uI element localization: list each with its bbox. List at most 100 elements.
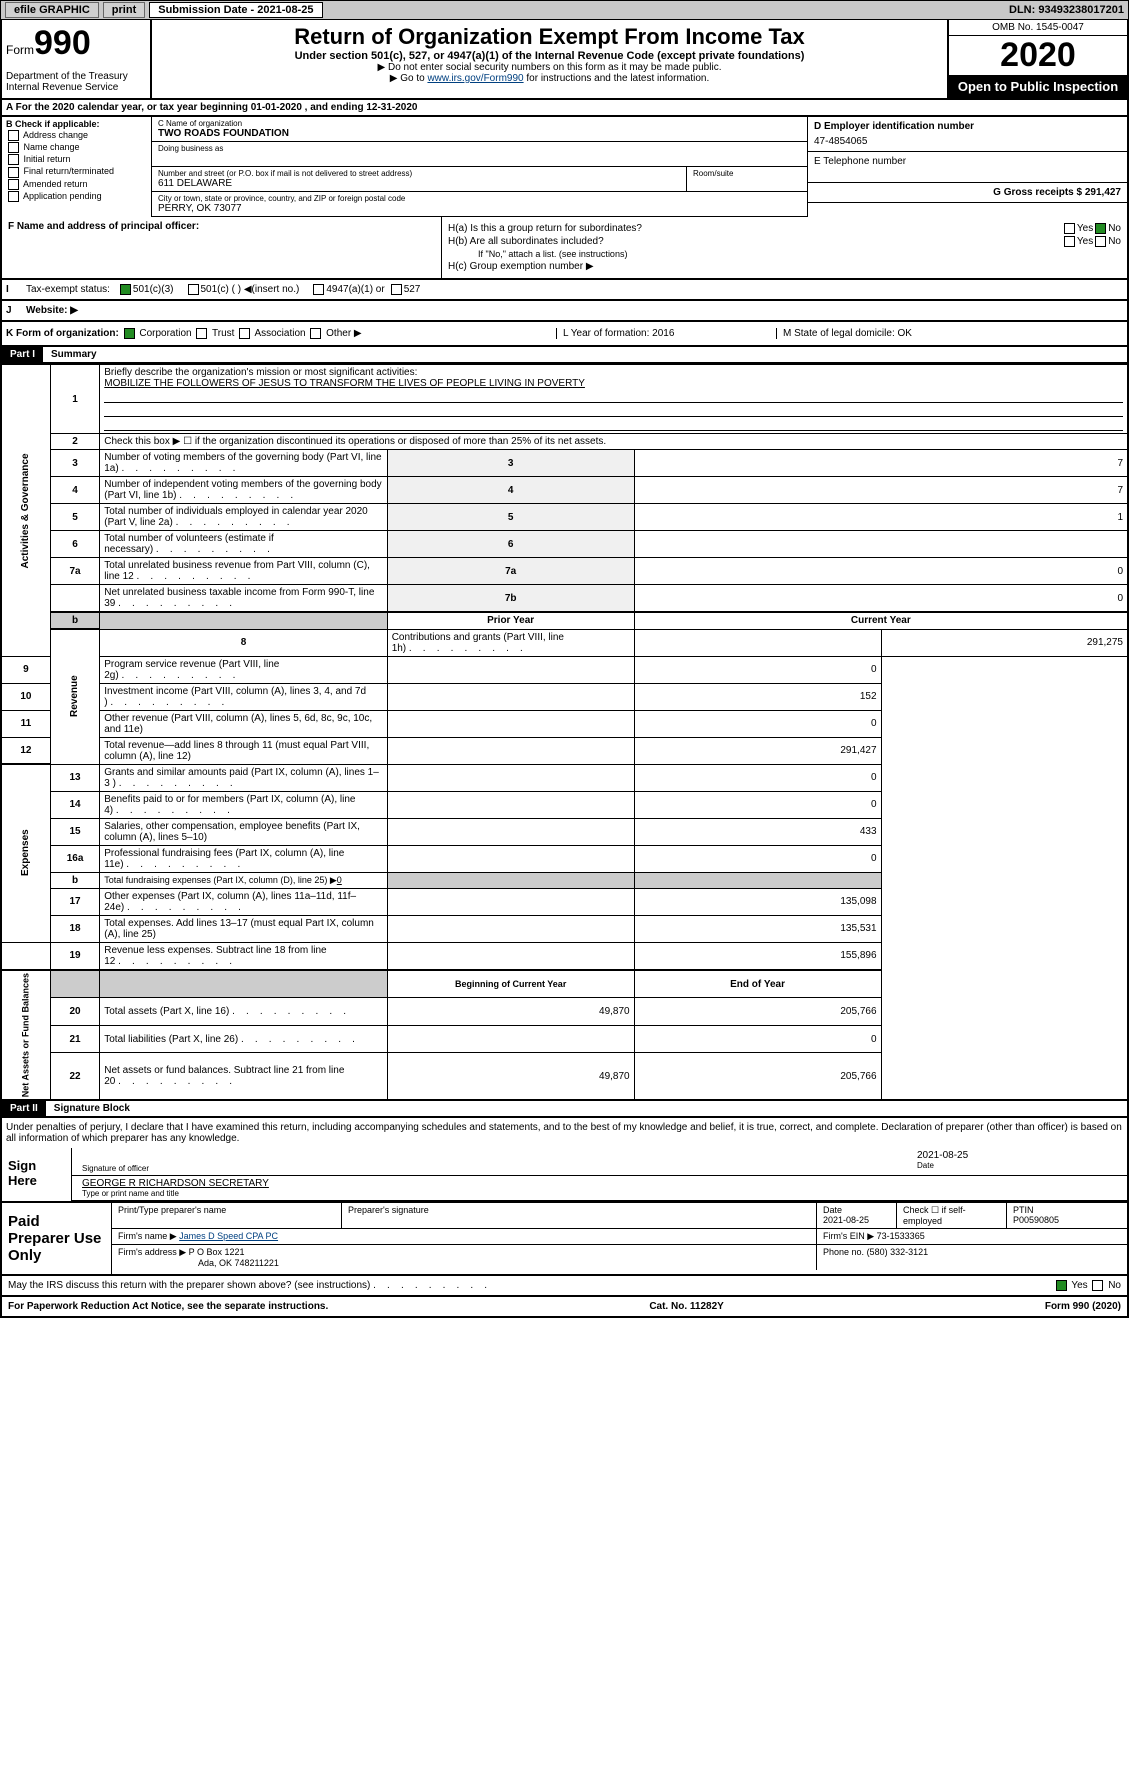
paid-preparer-label: Paid Preparer Use Only xyxy=(2,1203,112,1274)
chk-other[interactable] xyxy=(310,328,321,339)
box-b-checklist: B Check if applicable: Address change Na… xyxy=(2,117,152,217)
year-formation: L Year of formation: 2016 xyxy=(556,328,776,339)
row-a-period: A For the 2020 calendar year, or tax yea… xyxy=(0,100,1129,117)
val22e: 205,766 xyxy=(634,1053,881,1100)
chk-address-change[interactable]: Address change xyxy=(6,130,147,141)
org-name-label: C Name of organization xyxy=(158,119,801,128)
val14: 0 xyxy=(634,791,881,818)
firm-name-link[interactable]: James D Speed CPA PC xyxy=(179,1231,278,1241)
line11: Other revenue (Part VIII, column (A), li… xyxy=(100,710,387,737)
chk-4947[interactable] xyxy=(313,284,324,295)
ein-value: 47-4854065 xyxy=(814,136,1121,147)
discuss-yes[interactable] xyxy=(1056,1280,1067,1291)
val7a: 0 xyxy=(634,558,1128,585)
begin-year-hdr: Beginning of Current Year xyxy=(387,970,634,998)
prep-name-hdr: Print/Type preparer's name xyxy=(118,1205,226,1215)
line20: Total assets (Part X, line 16) xyxy=(100,998,387,1025)
ptin-value: P00590805 xyxy=(1013,1215,1059,1225)
ha-yes[interactable] xyxy=(1064,223,1075,234)
line21: Total liabilities (Part X, line 26) xyxy=(100,1025,387,1052)
current-year-hdr: Current Year xyxy=(634,612,1128,629)
line22: Net assets or fund balances. Subtract li… xyxy=(100,1053,387,1100)
hc-label: H(c) Group exemption number ▶ xyxy=(448,261,594,272)
omb-number: OMB No. 1545-0047 xyxy=(949,20,1127,36)
chk-initial-return[interactable]: Initial return xyxy=(6,154,147,165)
line18: Total expenses. Add lines 13–17 (must eq… xyxy=(100,915,387,942)
val5: 1 xyxy=(634,504,1128,531)
chk-501c3[interactable] xyxy=(120,284,131,295)
prep-sig-hdr: Preparer's signature xyxy=(348,1205,429,1215)
chk-final-return[interactable]: Final return/terminated xyxy=(6,166,147,177)
top-toolbar: efile GRAPHIC print Submission Date - 20… xyxy=(0,0,1129,20)
irs-link[interactable]: www.irs.gov/Form990 xyxy=(427,73,523,84)
prior-year-hdr: Prior Year xyxy=(387,612,634,629)
val6 xyxy=(634,531,1128,558)
officer-name-label: Type or print name and title xyxy=(82,1189,1117,1198)
sig-date: 2021-08-25 xyxy=(917,1150,1117,1161)
line13: Grants and similar amounts paid (Part IX… xyxy=(100,764,387,791)
chk-527[interactable] xyxy=(391,284,402,295)
chk-amended[interactable]: Amended return xyxy=(6,179,147,190)
efile-button[interactable]: efile GRAPHIC xyxy=(5,2,99,18)
section-governance: Activities & Governance xyxy=(1,365,50,657)
val18: 135,531 xyxy=(634,915,881,942)
line17: Other expenses (Part IX, column (A), lin… xyxy=(100,888,387,915)
hb-yes[interactable] xyxy=(1064,236,1075,247)
val17: 135,098 xyxy=(634,888,881,915)
val22b: 49,870 xyxy=(387,1053,634,1100)
form-footer: Form 990 (2020) xyxy=(1045,1301,1121,1312)
form-org-label: K Form of organization: xyxy=(6,328,119,339)
website-label: Website: ▶ xyxy=(26,305,78,316)
city-label: City or town, state or province, country… xyxy=(158,194,801,203)
val8: 291,275 xyxy=(881,629,1128,656)
cat-number: Cat. No. 11282Y xyxy=(649,1301,723,1312)
discuss-no[interactable] xyxy=(1092,1280,1103,1291)
city-value: PERRY, OK 73077 xyxy=(158,203,801,214)
form-subtitle: Under section 501(c), 527, or 4947(a)(1)… xyxy=(160,50,939,62)
hb-no[interactable] xyxy=(1095,236,1106,247)
open-public-badge: Open to Public Inspection xyxy=(949,75,1127,98)
line6: Total number of volunteers (estimate if … xyxy=(100,531,387,558)
ha-no[interactable] xyxy=(1095,223,1106,234)
val12: 291,427 xyxy=(634,737,881,764)
form-title: Return of Organization Exempt From Incom… xyxy=(160,24,939,50)
phone-val: (580) 332-3121 xyxy=(867,1247,929,1257)
chk-corp[interactable] xyxy=(124,328,135,339)
val21b xyxy=(387,1025,634,1052)
ein-label: D Employer identification number xyxy=(814,121,1121,132)
firm-addr: P O Box 1221 xyxy=(189,1247,245,1257)
chk-assoc[interactable] xyxy=(239,328,250,339)
org-name-value: TWO ROADS FOUNDATION xyxy=(158,128,801,139)
part1-header: Part I xyxy=(2,347,43,362)
val9: 0 xyxy=(634,656,881,683)
line14: Benefits paid to or for members (Part IX… xyxy=(100,791,387,818)
form-number: 990 xyxy=(34,24,91,62)
val19: 155,896 xyxy=(634,942,881,970)
prep-check-hdr: Check ☐ if self-employed xyxy=(897,1203,1007,1228)
officer-name: GEORGE R RICHARDSON SECRETARY xyxy=(82,1178,1117,1189)
val20b: 49,870 xyxy=(387,998,634,1025)
hb-label: H(b) Are all subordinates included? xyxy=(448,236,604,247)
print-button[interactable]: print xyxy=(103,2,145,18)
val21e: 0 xyxy=(634,1025,881,1052)
chk-name-change[interactable]: Name change xyxy=(6,142,147,153)
chk-trust[interactable] xyxy=(196,328,207,339)
dept-label: Department of the Treasury Internal Reve… xyxy=(6,71,146,93)
sig-date-label: Date xyxy=(917,1161,1117,1170)
perjury-text: Under penalties of perjury, I declare th… xyxy=(2,1118,1127,1148)
chk-app-pending[interactable]: Application pending xyxy=(6,191,147,202)
officer-label: F Name and address of principal officer: xyxy=(8,221,435,232)
room-label: Room/suite xyxy=(693,169,801,178)
section-expenses: Expenses xyxy=(1,764,50,942)
sign-here-label: Sign Here xyxy=(2,1148,72,1201)
state-domicile: M State of legal domicile: OK xyxy=(776,328,1123,339)
val10: 152 xyxy=(634,683,881,710)
gross-receipts: G Gross receipts $ 291,427 xyxy=(808,183,1127,203)
val4: 7 xyxy=(634,477,1128,504)
chk-501c[interactable] xyxy=(188,284,199,295)
line10: Investment income (Part VIII, column (A)… xyxy=(100,683,387,710)
ptin-hdr: PTIN xyxy=(1013,1205,1034,1215)
part1-title: Summary xyxy=(43,347,105,362)
line8: Contributions and grants (Part VIII, lin… xyxy=(387,629,634,656)
line16a: Professional fundraising fees (Part IX, … xyxy=(100,845,387,872)
